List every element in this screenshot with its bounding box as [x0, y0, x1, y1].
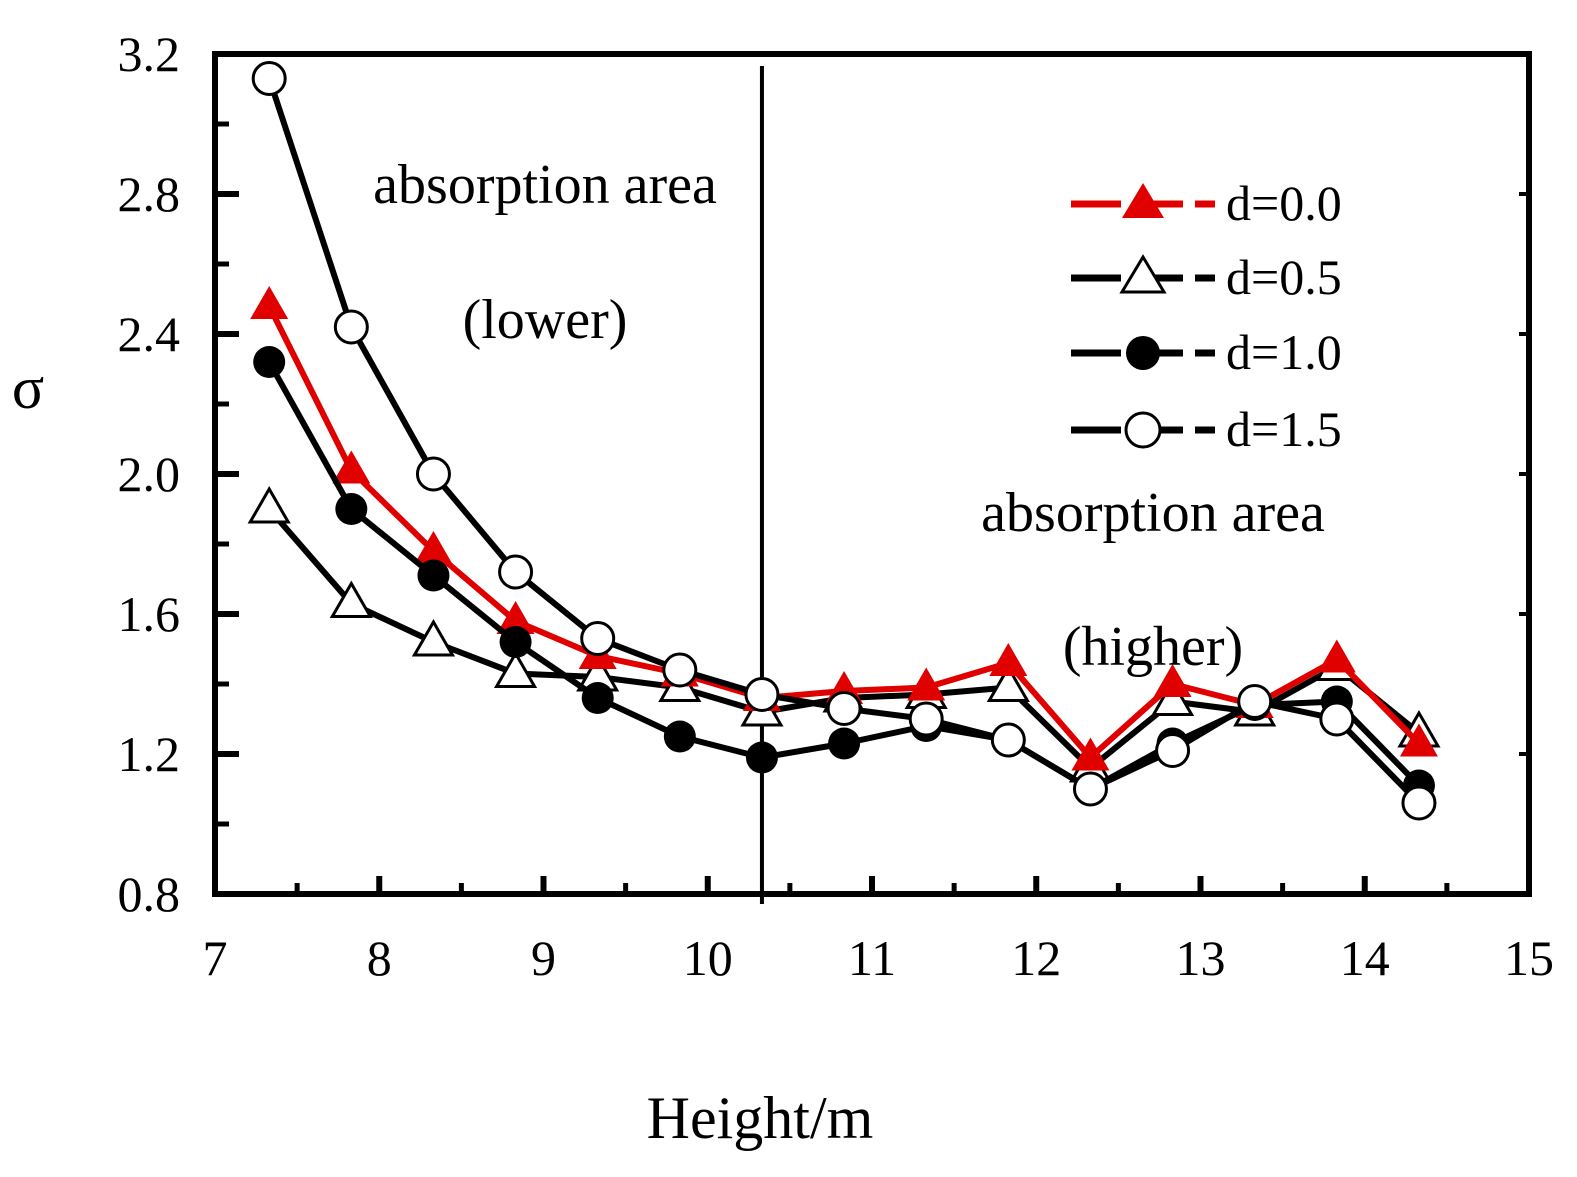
data-point-d=0.5 — [247, 485, 291, 524]
x-tick-label: 7 — [203, 930, 228, 986]
data-point-d=0.5 — [1150, 678, 1195, 716]
annotation-higher-sub: (higher) — [1063, 616, 1243, 678]
x-tick-label: 8 — [367, 930, 392, 986]
x-tick-label: 11 — [848, 930, 896, 986]
x-tick-label: 13 — [1176, 930, 1226, 986]
series-d=1.5 — [251, 61, 1437, 821]
legend-entry-d10: d=1.0 — [1071, 324, 1342, 380]
data-point-d=1.0 — [253, 346, 286, 378]
data-point-d=0.5 — [411, 618, 456, 657]
data-point-d=1.0 — [828, 727, 861, 760]
data-point-d=1.5 — [251, 61, 287, 96]
data-point-d=1.5 — [662, 652, 698, 688]
data-point-d=1.0 — [417, 559, 450, 592]
y-tick-label: 2.4 — [118, 306, 181, 362]
annotation-lower-sub: (lower) — [463, 289, 628, 351]
legend-label-d15: d=1.5 — [1226, 401, 1342, 457]
data-point-d=1.0 — [663, 720, 696, 753]
data-point-d=0.0 — [414, 531, 453, 564]
data-point-d=1.5 — [990, 722, 1026, 758]
y-tick-label: 2.8 — [118, 166, 181, 222]
data-point-d=0.0 — [1399, 723, 1438, 757]
x-tick-label: 14 — [1340, 930, 1390, 986]
data-point-d=1.0 — [499, 626, 532, 658]
y-tick-label: 2.0 — [118, 446, 181, 502]
y-axis-title: σ — [12, 355, 44, 421]
data-point-d=1.5 — [1155, 733, 1191, 768]
data-point-d=0.0 — [332, 450, 371, 484]
data-point-d=1.5 — [744, 677, 780, 712]
data-point-d=0.0 — [1071, 737, 1110, 771]
x-axis-title: Height/m — [647, 1085, 874, 1151]
data-point-d=1.5 — [580, 621, 616, 656]
x-tick-label: 15 — [1504, 930, 1554, 986]
plot-frame — [212, 51, 1532, 897]
legend-entry-d15: d=1.5 — [1071, 401, 1342, 457]
y-tick-label: 3.2 — [118, 26, 181, 82]
data-point-d=0.0 — [496, 601, 535, 634]
legend-marker-d05 — [1119, 254, 1167, 294]
data-point-d=1.5 — [498, 554, 534, 590]
y-tick-label: 1.6 — [118, 586, 181, 642]
x-tick-label: 12 — [1011, 930, 1061, 986]
data-point-d=0.5 — [986, 664, 1030, 702]
data-point-d=1.5 — [333, 309, 369, 345]
x-tick-label: 10 — [683, 930, 733, 986]
data-point-d=1.5 — [415, 456, 451, 492]
legend-marker-d10 — [1126, 336, 1160, 370]
data-point-d=1.0 — [581, 682, 614, 714]
data-point-d=1.5 — [1319, 701, 1355, 737]
data-point-d=0.5 — [493, 650, 538, 688]
data-point-d=1.5 — [908, 701, 944, 737]
legend-marker-d00 — [1122, 183, 1164, 218]
annotation-lower-title: absorption area — [373, 154, 717, 216]
data-point-d=1.5 — [826, 691, 862, 726]
legend-label-d10: d=1.0 — [1226, 324, 1342, 380]
data-point-d=1.5 — [1237, 684, 1273, 719]
data-point-d=0.0 — [1153, 664, 1192, 697]
legend-label-d05: d=0.5 — [1226, 249, 1342, 305]
legend: d=0.0 d=0.5 d=1.0 d=1.5 — [1071, 175, 1342, 457]
y-tick-label: 0.8 — [118, 866, 181, 922]
data-point-d=1.0 — [335, 493, 368, 525]
legend-entry-d05: d=0.5 — [1071, 249, 1342, 305]
legend-label-d00: d=0.0 — [1226, 175, 1342, 231]
data-point-d=1.5 — [1072, 771, 1108, 807]
data-point-d=1.5 — [1401, 785, 1437, 821]
data-point-d=0.0 — [250, 286, 289, 319]
data-point-d=1.0 — [745, 741, 778, 774]
legend-marker-d15 — [1124, 411, 1162, 449]
data-point-d=0.0 — [1317, 639, 1356, 673]
legend-entry-d00: d=0.0 — [1071, 175, 1342, 231]
annotation-higher-title: absorption area — [981, 482, 1325, 544]
data-point-d=0.5 — [329, 580, 373, 618]
x-tick-label: 9 — [531, 930, 556, 986]
data-point-d=0.0 — [907, 667, 946, 701]
data-point-d=0.0 — [989, 643, 1028, 676]
y-tick-label: 1.2 — [118, 726, 181, 782]
